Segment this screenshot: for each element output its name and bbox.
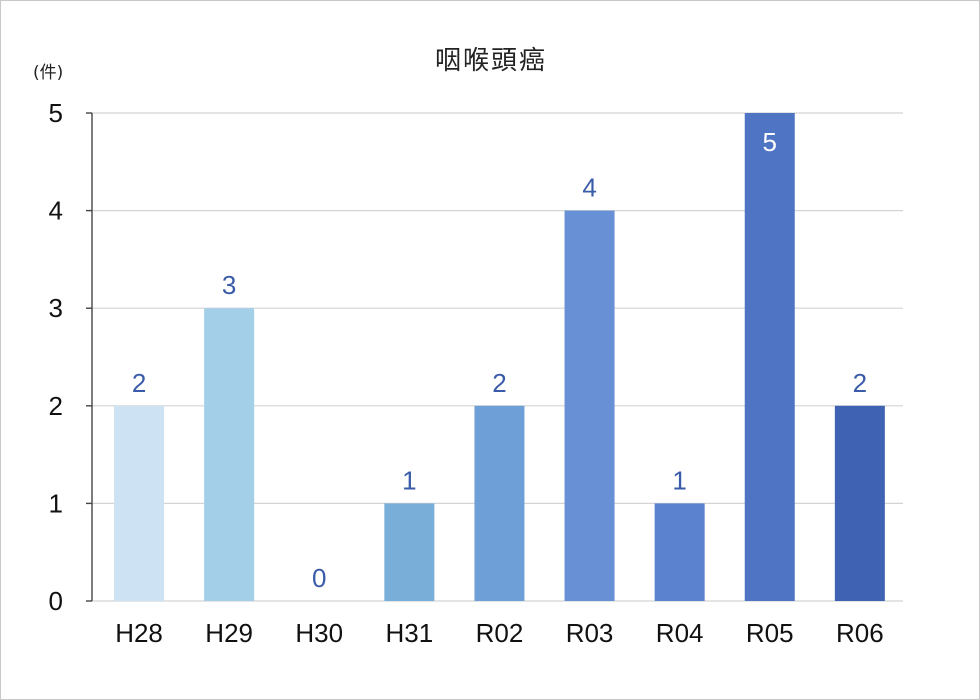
data-label: 1 xyxy=(672,465,686,495)
data-label: 3 xyxy=(222,270,236,300)
data-label: 1 xyxy=(402,465,416,495)
y-tick-label: 2 xyxy=(49,391,63,421)
y-tick-label: 1 xyxy=(49,488,63,518)
x-axis-tick-labels: H28 H29 H30 H31 R02 R03 R04 R05 R06 xyxy=(115,618,884,648)
y-tick-label: 5 xyxy=(49,98,63,128)
bar xyxy=(384,503,435,601)
bar xyxy=(114,405,165,601)
y-axis: 0 1 2 3 4 5 xyxy=(49,98,93,616)
x-tick-label: H31 xyxy=(385,618,433,648)
chart-title: 咽喉頭癌 xyxy=(435,46,547,76)
data-label: 0 xyxy=(312,563,326,593)
y-axis-unit-label: (件) xyxy=(33,63,63,83)
data-label: 2 xyxy=(132,368,146,398)
bar xyxy=(654,503,705,601)
bar xyxy=(744,113,795,601)
bar xyxy=(474,405,525,601)
x-tick-label: H29 xyxy=(205,618,253,648)
data-label: 4 xyxy=(582,173,596,203)
y-tick-label: 4 xyxy=(49,196,63,226)
x-tick-label: H28 xyxy=(115,618,163,648)
x-tick-label: H30 xyxy=(295,618,343,648)
bar xyxy=(834,405,885,601)
data-label: 5 xyxy=(763,127,777,157)
x-tick-label: R02 xyxy=(476,618,524,648)
bar xyxy=(204,308,255,601)
x-tick-label: R05 xyxy=(746,618,794,648)
bar xyxy=(564,210,615,601)
bars xyxy=(114,113,885,601)
x-tick-label: R03 xyxy=(566,618,614,648)
data-labels: 2 3 0 1 2 4 1 5 2 xyxy=(132,127,867,593)
x-tick-label: R04 xyxy=(656,618,704,648)
y-tick-label: 0 xyxy=(49,586,63,616)
y-tick-label: 3 xyxy=(49,293,63,323)
data-label: 2 xyxy=(492,368,506,398)
x-tick-label: R06 xyxy=(836,618,884,648)
data-label: 2 xyxy=(853,368,867,398)
